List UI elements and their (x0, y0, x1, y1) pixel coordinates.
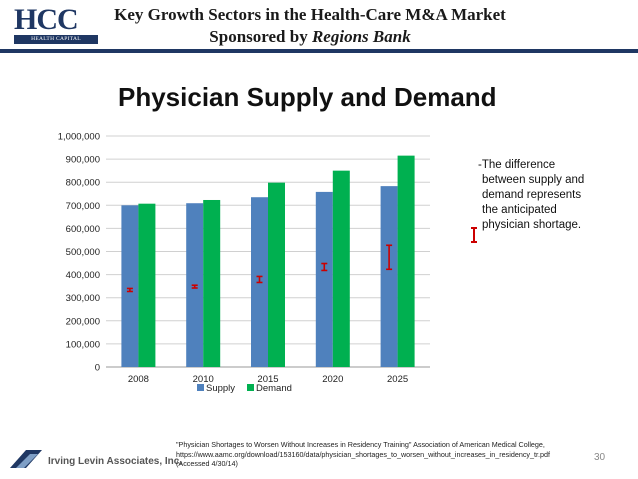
y-tick-label: 400,000 (66, 270, 100, 281)
shortage-marker (256, 275, 263, 284)
shortage-marker (126, 287, 133, 293)
chart-bars (121, 155, 415, 367)
hcc-logo-letters: HCC (14, 3, 79, 36)
y-tick-label: 500,000 (66, 247, 100, 258)
sponsor-name: Regions Bank (311, 27, 411, 46)
shortage-marker (386, 244, 393, 271)
irving-levin-logo: Irving Levin Associates, Inc. (8, 448, 182, 470)
shortage-annotation: -The difference between supply and deman… (478, 158, 608, 233)
header-divider (0, 49, 638, 53)
irving-levin-logo-mark (10, 450, 42, 468)
y-tick-label: 800,000 (66, 178, 100, 189)
legend-label: Supply (206, 383, 235, 394)
hcc-logo: HCC HEALTH CAPITAL CONSULTANTS (4, 3, 100, 51)
legend-swatch-demand (247, 384, 254, 391)
header-title-line1: Key Growth Sectors in the Health-Care M&… (114, 5, 506, 24)
sponsor-prefix: Sponsored by (209, 27, 312, 46)
x-tick-label: 2020 (322, 374, 343, 385)
supply-bar (380, 186, 398, 367)
citation-line: "Physician Shortages to Worsen Without I… (176, 440, 545, 449)
legend-label: Demand (256, 383, 292, 394)
demand-bar (268, 182, 285, 367)
demand-bar (332, 170, 350, 367)
y-tick-label: 1,000,000 (58, 132, 100, 143)
x-tick-label: 2025 (387, 374, 408, 385)
y-tick-label: 600,000 (66, 224, 100, 235)
y-tick-label: 0 (95, 363, 100, 374)
demand-bar (397, 155, 415, 367)
supply-bar (315, 191, 333, 367)
shortage-markers (126, 244, 393, 293)
annotation-line: demand represents (482, 189, 582, 201)
legend-swatch-supply (197, 384, 204, 391)
annotation-shortage-icon (471, 227, 477, 243)
shortage-marker (191, 284, 198, 289)
x-tick-label: 2008 (128, 374, 149, 385)
annotation-marker-layer (471, 227, 477, 243)
source-citation: "Physician Shortages to Worsen Without I… (176, 440, 576, 469)
annotation-line: physician shortage. (482, 219, 582, 231)
y-tick-label: 700,000 (66, 201, 100, 212)
citation-line: https://www.aamc.org/download/153160/dat… (176, 449, 550, 459)
y-tick-label: 300,000 (66, 293, 100, 304)
x-tick-label: 2010 (193, 374, 214, 385)
citation-line: (Accessed 4/30/14) (176, 459, 238, 468)
demand-bar (138, 203, 156, 367)
chart-legend: Supply Demand (197, 383, 292, 394)
y-tick-label: 900,000 (66, 155, 100, 166)
annotation-line: -The difference (478, 159, 556, 171)
y-tick-label: 100,000 (66, 339, 100, 350)
x-axis-ticks: 2008 2010 2015 2020 2025 (128, 374, 408, 385)
hcc-logo-subtitle: HEALTH CAPITAL CONSULTANTS (14, 35, 98, 51)
irving-levin-name: Irving Levin Associates, Inc. (48, 456, 183, 467)
header-title: Key Growth Sectors in the Health-Care M&… (100, 4, 520, 48)
supply-bar (121, 205, 139, 367)
x-tick-label: 2015 (257, 374, 278, 385)
slide-title: Physician Supply and Demand (118, 82, 497, 112)
shortage-marker (321, 262, 328, 272)
header-sponsor-line: Sponsored by Regions Bank (100, 26, 520, 48)
demand-bar (203, 199, 221, 367)
page-number: 30 (594, 452, 606, 463)
y-axis-ticks: 0 100,000 200,000 300,000 400,000 500,000 600,… (58, 132, 100, 374)
annotation-line: between supply and (482, 174, 585, 186)
y-tick-label: 200,000 (66, 316, 100, 327)
annotation-line: the anticipated (482, 204, 557, 216)
